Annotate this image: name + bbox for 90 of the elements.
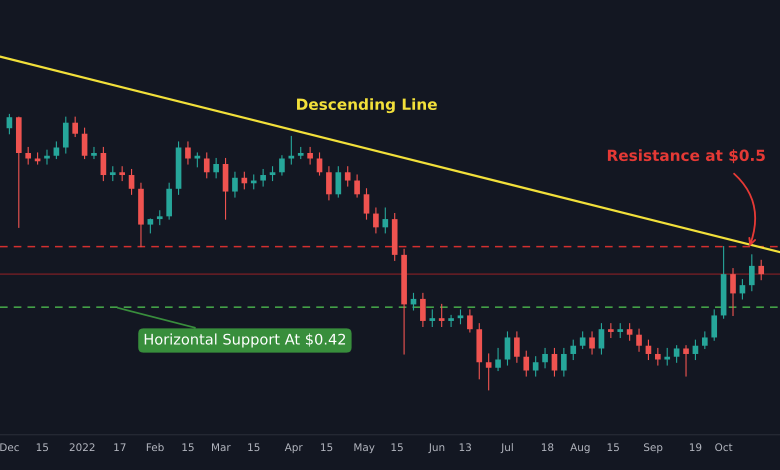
x-tick-label: Feb	[146, 443, 164, 452]
candlestick	[204, 152, 210, 178]
x-tick-label: 17	[114, 443, 126, 451]
candlestick	[6, 114, 12, 134]
candlestick	[674, 345, 680, 363]
candlestick	[758, 260, 764, 280]
x-tick-label: 2022	[70, 443, 94, 452]
candlestick	[410, 292, 416, 310]
candlestick	[532, 356, 538, 377]
candlestick	[570, 340, 576, 360]
candlestick	[260, 168, 266, 187]
x-tick-label: 15	[36, 443, 48, 452]
x-tick-label: Sep	[644, 443, 662, 454]
candlestick	[598, 323, 604, 355]
candlestick	[344, 166, 351, 187]
candlestick	[335, 166, 342, 198]
candlestick	[467, 309, 473, 333]
candlestick	[683, 345, 689, 377]
candlestick	[82, 128, 88, 160]
candlestick	[664, 348, 670, 366]
candlestick	[748, 254, 755, 292]
candlestick	[72, 116, 78, 138]
x-tick-label: 15	[321, 443, 332, 452]
x-tick-label: Apr	[284, 443, 303, 454]
candlestick	[34, 152, 40, 165]
candlestick	[25, 146, 32, 165]
candlestick	[307, 146, 313, 165]
candlestick	[250, 174, 257, 190]
candlestick	[626, 323, 632, 341]
candlestick	[561, 348, 567, 377]
candlestick	[270, 166, 276, 182]
candlestick	[100, 146, 106, 182]
candlestick	[438, 304, 445, 328]
candlestick	[128, 168, 134, 195]
x-tick-label: Oct	[715, 443, 732, 452]
candlestick	[542, 348, 548, 368]
x-tick-label: May	[354, 443, 375, 454]
x-tick-label: 13	[460, 443, 471, 452]
x-tick-label: Jun	[428, 443, 444, 454]
candlestick	[354, 174, 360, 198]
candlestick	[420, 292, 426, 328]
candlestick	[702, 331, 708, 350]
candlestick	[242, 172, 248, 190]
x-tick-label: Aug	[570, 443, 590, 454]
candlestick	[364, 188, 370, 220]
candlestick	[448, 314, 454, 328]
x-tick-label: 15	[182, 443, 194, 452]
candlestick	[514, 331, 520, 363]
candlestick	[730, 268, 736, 316]
text: Descending Line	[297, 98, 437, 114]
x-tick-label: 18	[542, 443, 554, 452]
candlestick	[232, 172, 238, 198]
candlestick	[608, 323, 614, 338]
candlestick	[740, 279, 746, 300]
candlestick	[382, 208, 388, 234]
x-tick-label: 15	[248, 443, 260, 452]
candlestick	[655, 348, 661, 366]
candlestick	[373, 208, 379, 234]
candlestick	[213, 158, 219, 178]
candlestick	[552, 348, 558, 377]
candlestick	[523, 350, 530, 377]
candlestick	[185, 141, 191, 165]
candlestick	[589, 331, 595, 355]
candlestick	[646, 340, 652, 360]
annotation: Horizontal Support At $0.42	[144, 333, 346, 348]
candlestick	[504, 331, 510, 366]
candlestick	[148, 218, 154, 234]
candlestick	[458, 309, 464, 324]
candlestick	[44, 150, 50, 165]
candlestick	[316, 152, 322, 176]
candlestick	[486, 353, 492, 390]
candlestick	[711, 309, 718, 341]
x-tick-label: Mar	[212, 443, 231, 452]
candlestick	[692, 340, 698, 360]
annotation: Resistance at $0.5	[608, 149, 765, 164]
x-tick-label: 15	[608, 443, 619, 452]
candlestick	[91, 146, 97, 160]
candlestick	[636, 328, 642, 352]
x-tick-label: 19	[690, 443, 702, 452]
candlestick	[326, 166, 332, 200]
x-tick-label: Jul	[500, 443, 513, 454]
candlestick	[279, 155, 285, 176]
candlestick	[429, 309, 436, 328]
x-tick-label: Dec	[0, 443, 19, 452]
candlestick	[54, 141, 60, 160]
candlestick	[580, 331, 586, 350]
x-tick-label: 15	[392, 443, 403, 452]
candlestick	[298, 146, 304, 160]
candlestick	[495, 348, 501, 372]
candlestick	[617, 323, 624, 338]
